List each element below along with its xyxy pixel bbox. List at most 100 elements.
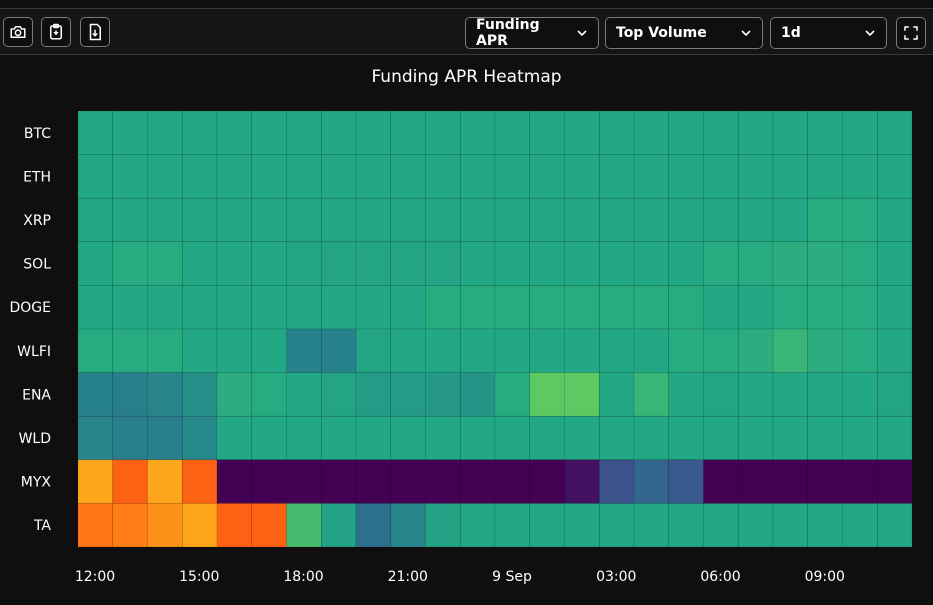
heatmap-cell[interactable] [807, 372, 843, 417]
heatmap-cell[interactable] [390, 241, 426, 286]
heatmap-cell[interactable] [181, 459, 218, 504]
heatmap-cell[interactable] [633, 459, 670, 504]
range-select[interactable]: 1d [770, 17, 887, 49]
heatmap-cell[interactable] [77, 154, 114, 199]
heatmap-cell[interactable] [112, 241, 148, 286]
heatmap-cell[interactable] [876, 197, 913, 243]
heatmap-cell[interactable] [737, 154, 774, 199]
heatmap-cell[interactable] [564, 503, 600, 548]
heatmap-cell[interactable] [216, 197, 253, 243]
heatmap-cell[interactable] [355, 372, 392, 417]
heatmap-cell[interactable] [77, 372, 114, 417]
heatmap-cell[interactable] [77, 503, 114, 548]
heatmap-cell[interactable] [216, 241, 253, 286]
heatmap-cell[interactable] [425, 415, 461, 461]
heatmap-cell[interactable] [598, 197, 635, 243]
heatmap-cell[interactable] [598, 285, 635, 330]
heatmap-cell[interactable] [147, 372, 183, 417]
heatmap-cell[interactable] [251, 285, 287, 330]
heatmap-cell[interactable] [216, 154, 253, 199]
heatmap-cell[interactable] [564, 241, 600, 286]
heatmap-cell[interactable] [459, 415, 496, 461]
heatmap-cell[interactable] [876, 154, 913, 199]
heatmap-cell[interactable] [668, 197, 704, 243]
heatmap-cell[interactable] [181, 328, 218, 373]
heatmap-cell[interactable] [737, 285, 774, 330]
heatmap-cell[interactable] [564, 154, 600, 199]
heatmap-cell[interactable] [77, 197, 114, 243]
heatmap-cell[interactable] [425, 503, 461, 548]
heatmap-cell[interactable] [598, 503, 635, 548]
heatmap-cell[interactable] [842, 459, 878, 504]
heatmap-cell[interactable] [737, 503, 774, 548]
heatmap-cell[interactable] [842, 503, 878, 548]
heatmap-cell[interactable] [772, 503, 809, 548]
heatmap-cell[interactable] [633, 197, 670, 243]
heatmap-cell[interactable] [77, 110, 114, 155]
heatmap-cell[interactable] [703, 459, 739, 504]
heatmap-cell[interactable] [320, 110, 357, 155]
heatmap-cell[interactable] [425, 197, 461, 243]
heatmap-cell[interactable] [668, 459, 704, 504]
camera-button[interactable] [3, 17, 33, 47]
heatmap-cell[interactable] [459, 372, 496, 417]
download-button[interactable] [80, 17, 110, 47]
heatmap-cell[interactable] [147, 285, 183, 330]
heatmap-cell[interactable] [425, 241, 461, 286]
heatmap-cell[interactable] [529, 415, 565, 461]
heatmap-cell[interactable] [286, 197, 322, 243]
heatmap-cell[interactable] [147, 459, 183, 504]
heatmap-cell[interactable] [112, 328, 148, 373]
heatmap-cell[interactable] [703, 154, 739, 199]
heatmap-cell[interactable] [216, 459, 253, 504]
heatmap-cell[interactable] [598, 459, 635, 504]
heatmap-cell[interactable] [459, 110, 496, 155]
heatmap-cell[interactable] [112, 372, 148, 417]
heatmap-cell[interactable] [737, 241, 774, 286]
heatmap-cell[interactable] [703, 503, 739, 548]
heatmap-cell[interactable] [772, 241, 809, 286]
heatmap-cell[interactable] [181, 241, 218, 286]
heatmap-cell[interactable] [633, 372, 670, 417]
heatmap-cell[interactable] [529, 110, 565, 155]
heatmap-cell[interactable] [494, 372, 531, 417]
heatmap-cell[interactable] [320, 241, 357, 286]
heatmap-cell[interactable] [633, 503, 670, 548]
heatmap-cell[interactable] [286, 459, 322, 504]
heatmap-cell[interactable] [633, 110, 670, 155]
heatmap-cell[interactable] [181, 285, 218, 330]
heatmap-cell[interactable] [807, 285, 843, 330]
heatmap-cell[interactable] [286, 328, 322, 373]
heatmap-cell[interactable] [737, 110, 774, 155]
heatmap-cell[interactable] [320, 503, 357, 548]
heatmap-cell[interactable] [425, 459, 461, 504]
heatmap-cell[interactable] [181, 503, 218, 548]
heatmap-cell[interactable] [355, 328, 392, 373]
heatmap-cell[interactable] [320, 285, 357, 330]
heatmap-cell[interactable] [251, 328, 287, 373]
heatmap-cell[interactable] [425, 110, 461, 155]
heatmap-cell[interactable] [564, 328, 600, 373]
heatmap-cell[interactable] [633, 285, 670, 330]
heatmap-cell[interactable] [320, 154, 357, 199]
heatmap-cell[interactable] [390, 285, 426, 330]
heatmap-cell[interactable] [251, 154, 287, 199]
heatmap-cell[interactable] [737, 459, 774, 504]
heatmap-cell[interactable] [251, 372, 287, 417]
heatmap-cell[interactable] [737, 415, 774, 461]
heatmap-cell[interactable] [564, 415, 600, 461]
heatmap-cell[interactable] [807, 154, 843, 199]
heatmap-cell[interactable] [494, 110, 531, 155]
heatmap-cell[interactable] [842, 415, 878, 461]
heatmap-cell[interactable] [598, 328, 635, 373]
heatmap-cell[interactable] [355, 154, 392, 199]
heatmap-cell[interactable] [355, 241, 392, 286]
heatmap-cell[interactable] [181, 110, 218, 155]
heatmap-cell[interactable] [181, 154, 218, 199]
heatmap-cell[interactable] [703, 241, 739, 286]
heatmap-cell[interactable] [494, 415, 531, 461]
heatmap-cell[interactable] [842, 197, 878, 243]
heatmap-cell[interactable] [181, 372, 218, 417]
heatmap-cell[interactable] [668, 241, 704, 286]
heatmap-cell[interactable] [842, 241, 878, 286]
